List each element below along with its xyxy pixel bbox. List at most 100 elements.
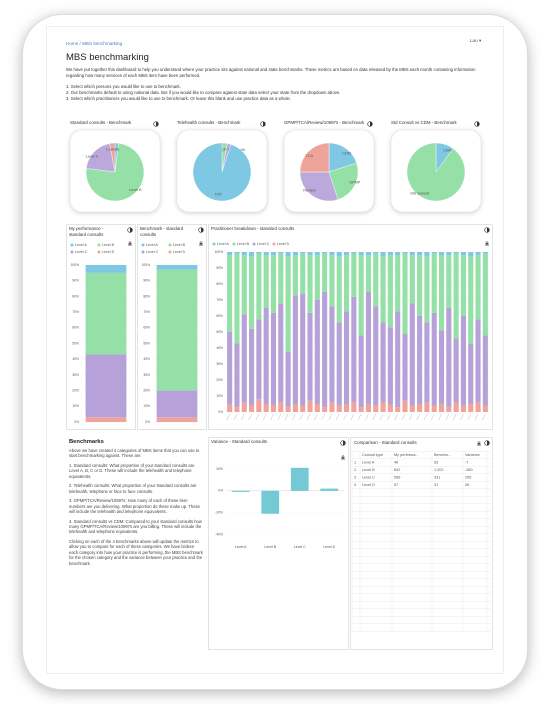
- bar-segment: [336, 252, 342, 257]
- bar-segment: [482, 252, 488, 254]
- bar-segment: [453, 338, 459, 403]
- x-tick: [460, 413, 464, 421]
- table-cell: 1: [354, 461, 356, 465]
- bar-segment: [475, 252, 481, 256]
- bar-segment: [358, 252, 364, 256]
- panel: [350, 437, 493, 650]
- y-tick-label: 40%: [216, 346, 223, 350]
- table-cell: 3: [354, 476, 356, 480]
- x-tick: [321, 413, 325, 421]
- bar-segment: [482, 253, 488, 336]
- bar-segment: [285, 256, 291, 352]
- user-menu[interactable]: Lau ▾: [470, 38, 482, 43]
- y-tick-label: 50%: [143, 341, 150, 345]
- table-cell: 2: [354, 468, 356, 472]
- y-tick-label: 90%: [143, 279, 150, 283]
- pie-label: CDM: [443, 148, 452, 152]
- bar-segment: [285, 407, 291, 412]
- bar-segment: [351, 253, 357, 297]
- y-tick-label: 80%: [72, 294, 79, 298]
- legend-swatch: [232, 242, 236, 246]
- step: 2. Our benchmarks default to using natio…: [66, 90, 341, 95]
- bar-segment: [249, 328, 255, 406]
- chart-title: Practitioner breakdown - standard consul…: [211, 226, 295, 231]
- x-tick: [430, 413, 435, 421]
- legend-label: Level A: [75, 243, 87, 247]
- bar-segment: [227, 404, 233, 412]
- bar-segment: [300, 253, 306, 294]
- bar-segment: [446, 308, 452, 408]
- bar-segment: [351, 296, 357, 403]
- bar-segment: [314, 404, 320, 412]
- bar-segment: [241, 252, 247, 256]
- bar-segment: [292, 255, 298, 296]
- bar-segment: [417, 252, 423, 256]
- legend-swatch: [252, 242, 256, 246]
- bar-segment: [234, 343, 240, 408]
- y-tick-label: 70%: [143, 310, 150, 314]
- y-tick-label: 10%: [72, 404, 79, 408]
- table-header: Consult type: [362, 453, 383, 457]
- legend-label: Level D: [102, 250, 115, 254]
- breadcrumb[interactable]: Home / MBS benchmarking: [66, 41, 123, 46]
- bar-segment: [438, 255, 445, 331]
- bar-segment: [446, 255, 452, 308]
- y-tick-label: 30%: [216, 362, 223, 366]
- table-cell: -360: [465, 468, 473, 472]
- bar-segment: [358, 407, 364, 412]
- legend-label: Level D: [173, 250, 186, 254]
- y-tick-label: 40%: [72, 357, 79, 361]
- bar-segment: [156, 265, 198, 270]
- bar-segment: [329, 252, 335, 256]
- y-tick-label: 30%: [143, 373, 150, 377]
- icon: [343, 440, 346, 446]
- bar: [320, 488, 339, 491]
- bar-segment: [234, 253, 240, 344]
- legend-swatch: [70, 243, 74, 247]
- legend-label: Level A: [217, 242, 229, 246]
- pie-label: Level C: [86, 155, 99, 159]
- bar-segment: [446, 252, 452, 256]
- bar-segment: [343, 311, 350, 404]
- x-tick: [467, 413, 471, 421]
- bar-segment: [241, 314, 247, 403]
- bar-segment: [431, 405, 437, 412]
- legend-swatch: [168, 243, 172, 247]
- benchmarks-paragraph: 1. Standard consults: What proportion of…: [69, 462, 195, 479]
- y-tick-label: 100%: [142, 263, 151, 267]
- bar-segment: [227, 252, 233, 256]
- bar-segment: [424, 402, 430, 412]
- bar-segment: [343, 252, 350, 256]
- bar-segment: [270, 252, 277, 256]
- chart-title: Variance - Standard consults: [211, 439, 268, 444]
- bar: [261, 490, 280, 514]
- bar-segment: [241, 402, 247, 412]
- table-cell: 331: [434, 476, 440, 480]
- bar-segment: [256, 253, 262, 320]
- table-cell: 53: [434, 461, 438, 465]
- legend-swatch: [141, 243, 145, 247]
- x-tick: [365, 413, 369, 421]
- pie-slice: [86, 143, 116, 173]
- bar-segment: [322, 253, 328, 292]
- y-tick-label: 0%: [218, 489, 223, 493]
- bar-segment: [424, 252, 430, 257]
- bar-segment: [300, 252, 306, 254]
- legend-swatch: [97, 243, 101, 247]
- bar-segment: [278, 303, 284, 403]
- bar-segment: [85, 265, 127, 273]
- icon: [370, 121, 373, 127]
- bar-segment: [241, 255, 247, 315]
- bar-segment: [322, 407, 328, 412]
- x-tick: [328, 413, 333, 421]
- legend-label: Level C: [257, 242, 270, 246]
- benchmarks-paragraph: Above we have created 4 categories of MB…: [69, 448, 200, 459]
- chart-title: Benchmark - standard consults: [140, 226, 184, 237]
- x-tick: [336, 413, 340, 421]
- benchmarks-paragraph: 2. Telehealth consults: What proportion …: [69, 483, 197, 494]
- download-icon: [341, 455, 345, 460]
- bar-segment: [431, 253, 437, 313]
- pie-slice: [406, 142, 466, 202]
- bar-segment: [314, 255, 320, 300]
- table-title: Comparison - Standard consults: [354, 440, 417, 445]
